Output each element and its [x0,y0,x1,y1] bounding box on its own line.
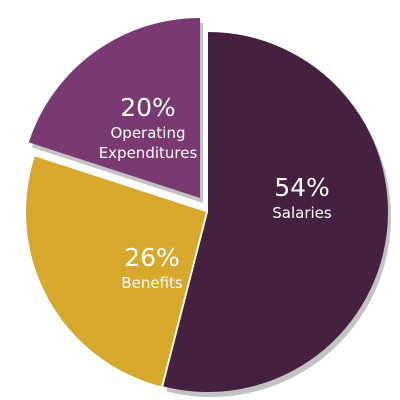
slice [28,18,200,198]
slice-label: Operating Expenditures [98,124,198,162]
slice [26,156,207,387]
value-label: 26% [124,243,180,272]
slice [163,32,388,392]
value-label: 20% [120,93,176,122]
slice-label: Benefits [121,274,183,292]
value-label: 54% [274,173,330,202]
slice-label: Salaries [272,204,332,222]
